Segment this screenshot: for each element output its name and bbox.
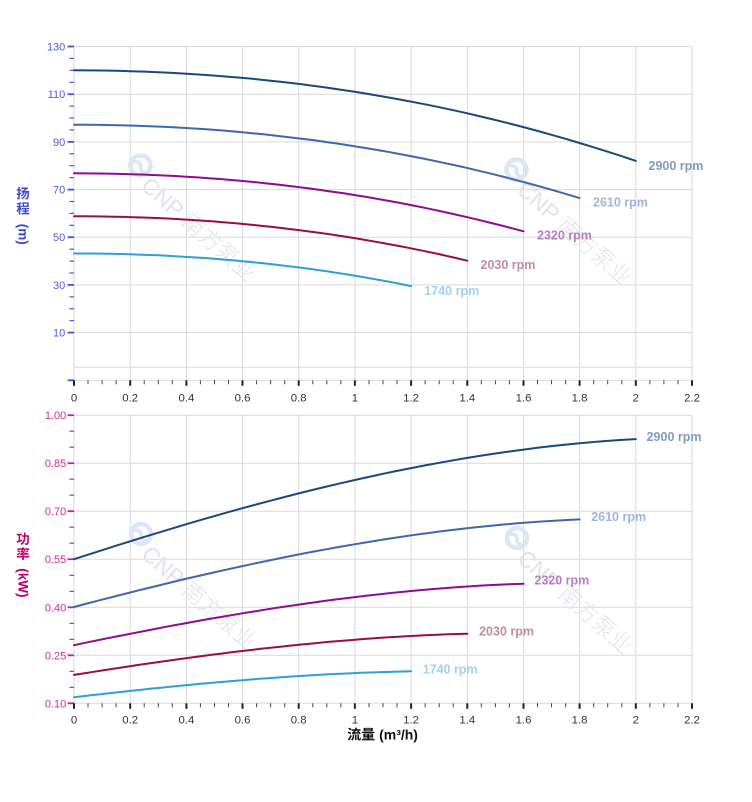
- svg-text:2610 rpm: 2610 rpm: [591, 510, 646, 524]
- svg-text:2900 rpm: 2900 rpm: [647, 430, 702, 444]
- svg-text:(m³/h): (m³/h): [379, 726, 418, 742]
- svg-text:0: 0: [71, 393, 77, 405]
- svg-text:1.8: 1.8: [572, 715, 588, 727]
- svg-text:0.4: 0.4: [178, 393, 194, 405]
- svg-text:110: 110: [48, 89, 66, 101]
- svg-text:2610 rpm: 2610 rpm: [593, 195, 648, 209]
- svg-text:0.25: 0.25: [45, 650, 66, 662]
- svg-text:1: 1: [352, 393, 358, 405]
- svg-text:1.8: 1.8: [572, 393, 588, 405]
- svg-text:0.8: 0.8: [291, 393, 307, 405]
- svg-text:30: 30: [53, 280, 65, 292]
- svg-text:70: 70: [53, 185, 65, 197]
- svg-text:1.00: 1.00: [45, 410, 66, 422]
- svg-text:0.8: 0.8: [291, 715, 307, 727]
- svg-text:1.2: 1.2: [403, 715, 419, 727]
- svg-text:90: 90: [53, 137, 65, 149]
- svg-text:0.2: 0.2: [122, 715, 138, 727]
- svg-text:130: 130: [47, 42, 65, 54]
- svg-text:2900 rpm: 2900 rpm: [649, 159, 704, 173]
- svg-text:10: 10: [53, 328, 65, 340]
- svg-text:0.55: 0.55: [45, 554, 66, 566]
- svg-text:1.6: 1.6: [516, 715, 532, 727]
- svg-text:(m): (m): [15, 224, 30, 245]
- svg-text:1740 rpm: 1740 rpm: [424, 284, 479, 298]
- svg-text:0.70: 0.70: [45, 506, 66, 518]
- svg-text:50: 50: [53, 232, 65, 244]
- svg-text:0.6: 0.6: [235, 715, 251, 727]
- svg-text:2030 rpm: 2030 rpm: [479, 624, 534, 638]
- svg-text:2: 2: [633, 393, 639, 405]
- svg-text:1.2: 1.2: [403, 393, 419, 405]
- svg-text:1: 1: [352, 715, 358, 727]
- svg-text:0.6: 0.6: [235, 393, 251, 405]
- svg-text:0.4: 0.4: [178, 715, 194, 727]
- svg-text:2320 rpm: 2320 rpm: [534, 573, 589, 587]
- svg-text:0.85: 0.85: [45, 458, 66, 470]
- svg-text:2.2: 2.2: [684, 715, 700, 727]
- svg-text:1740 rpm: 1740 rpm: [423, 663, 478, 677]
- svg-text:2: 2: [633, 715, 639, 727]
- svg-text:0.40: 0.40: [45, 602, 66, 614]
- svg-text:0.10: 0.10: [45, 698, 66, 710]
- svg-text:0: 0: [71, 715, 77, 727]
- svg-text:1.4: 1.4: [459, 715, 475, 727]
- svg-text:1.6: 1.6: [516, 393, 532, 405]
- svg-text:(kW): (kW): [15, 568, 30, 597]
- svg-text:2320 rpm: 2320 rpm: [537, 228, 592, 242]
- svg-text:2030 rpm: 2030 rpm: [481, 258, 536, 272]
- svg-text:1.4: 1.4: [459, 393, 475, 405]
- svg-text:0.2: 0.2: [122, 393, 138, 405]
- svg-text:2.2: 2.2: [684, 393, 700, 405]
